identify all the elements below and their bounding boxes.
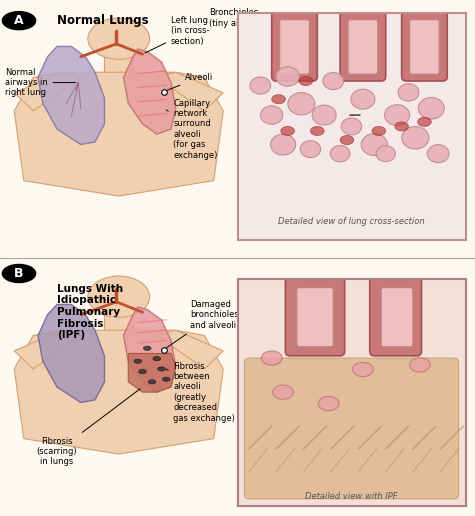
Ellipse shape — [261, 351, 282, 365]
Text: Bronchioles
(tiny airways): Bronchioles (tiny airways) — [209, 8, 266, 39]
FancyBboxPatch shape — [285, 274, 345, 356]
Ellipse shape — [352, 362, 373, 377]
FancyBboxPatch shape — [244, 358, 459, 499]
Circle shape — [143, 346, 151, 350]
Ellipse shape — [428, 144, 449, 163]
Ellipse shape — [361, 134, 388, 155]
Ellipse shape — [395, 122, 408, 131]
Ellipse shape — [299, 76, 313, 86]
Polygon shape — [128, 353, 176, 392]
Text: A: A — [14, 14, 24, 27]
Circle shape — [134, 359, 142, 363]
Text: Alveoli: Alveoli — [166, 73, 213, 91]
Polygon shape — [38, 46, 104, 144]
Ellipse shape — [276, 67, 299, 86]
Ellipse shape — [385, 105, 409, 125]
Ellipse shape — [271, 134, 295, 155]
FancyBboxPatch shape — [348, 20, 378, 74]
Text: Fibrosis
between
alveoli
(greatly
decreased
gas exchange): Fibrosis between alveoli (greatly decrea… — [166, 362, 235, 423]
Polygon shape — [157, 72, 223, 111]
Polygon shape — [157, 330, 223, 369]
Polygon shape — [14, 72, 81, 111]
Text: Normal Lungs: Normal Lungs — [57, 14, 149, 27]
Text: Fibrosis
(scarring)
in lungs: Fibrosis (scarring) in lungs — [37, 389, 140, 466]
Ellipse shape — [351, 89, 375, 109]
Ellipse shape — [311, 126, 324, 136]
Circle shape — [148, 380, 156, 384]
Text: Detailed view with IPF: Detailed view with IPF — [305, 492, 398, 501]
Ellipse shape — [261, 106, 283, 124]
Ellipse shape — [281, 126, 294, 136]
FancyBboxPatch shape — [340, 8, 386, 81]
FancyBboxPatch shape — [104, 303, 133, 337]
Circle shape — [153, 357, 161, 361]
Ellipse shape — [341, 118, 362, 135]
Polygon shape — [124, 307, 176, 392]
Ellipse shape — [288, 92, 315, 115]
Ellipse shape — [330, 146, 350, 162]
Ellipse shape — [88, 18, 150, 59]
Circle shape — [139, 369, 146, 374]
Text: Damaged
bronchioles
and alveoli: Damaged bronchioles and alveoli — [166, 300, 239, 348]
Text: B: B — [14, 267, 24, 280]
Ellipse shape — [318, 396, 339, 411]
Text: Left lung
(in cross-
section): Left lung (in cross- section) — [145, 16, 209, 53]
Ellipse shape — [340, 136, 354, 144]
Text: Detailed view of lung cross-section: Detailed view of lung cross-section — [278, 217, 425, 227]
Ellipse shape — [300, 141, 321, 157]
Ellipse shape — [372, 126, 386, 136]
Circle shape — [2, 12, 36, 29]
FancyBboxPatch shape — [297, 288, 333, 347]
FancyBboxPatch shape — [272, 8, 317, 81]
Text: Capillary
network
surround
alveoli
(for gas
exchange): Capillary network surround alveoli (for … — [166, 99, 218, 159]
Circle shape — [2, 265, 36, 283]
Ellipse shape — [418, 117, 431, 126]
Ellipse shape — [398, 84, 419, 101]
Ellipse shape — [418, 98, 444, 119]
Ellipse shape — [272, 94, 285, 104]
Ellipse shape — [250, 77, 271, 94]
Ellipse shape — [273, 385, 294, 399]
Ellipse shape — [409, 358, 430, 372]
Polygon shape — [38, 304, 104, 402]
Polygon shape — [14, 72, 223, 196]
Circle shape — [158, 367, 165, 371]
Polygon shape — [14, 330, 223, 454]
FancyBboxPatch shape — [104, 45, 133, 79]
FancyBboxPatch shape — [402, 8, 447, 81]
FancyBboxPatch shape — [370, 274, 421, 356]
Polygon shape — [14, 330, 81, 369]
Ellipse shape — [312, 105, 336, 125]
FancyBboxPatch shape — [381, 288, 413, 347]
Circle shape — [162, 377, 170, 381]
Text: Lungs With
Idiopathic
Pulmonary
Fibrosis
(IPF): Lungs With Idiopathic Pulmonary Fibrosis… — [57, 284, 123, 340]
Polygon shape — [124, 49, 176, 134]
Ellipse shape — [88, 276, 150, 317]
FancyBboxPatch shape — [280, 20, 309, 74]
Ellipse shape — [376, 146, 395, 162]
Ellipse shape — [323, 72, 343, 90]
Text: Normal
airways in
right lung: Normal airways in right lung — [5, 68, 76, 98]
Ellipse shape — [402, 126, 429, 149]
FancyBboxPatch shape — [409, 20, 439, 74]
